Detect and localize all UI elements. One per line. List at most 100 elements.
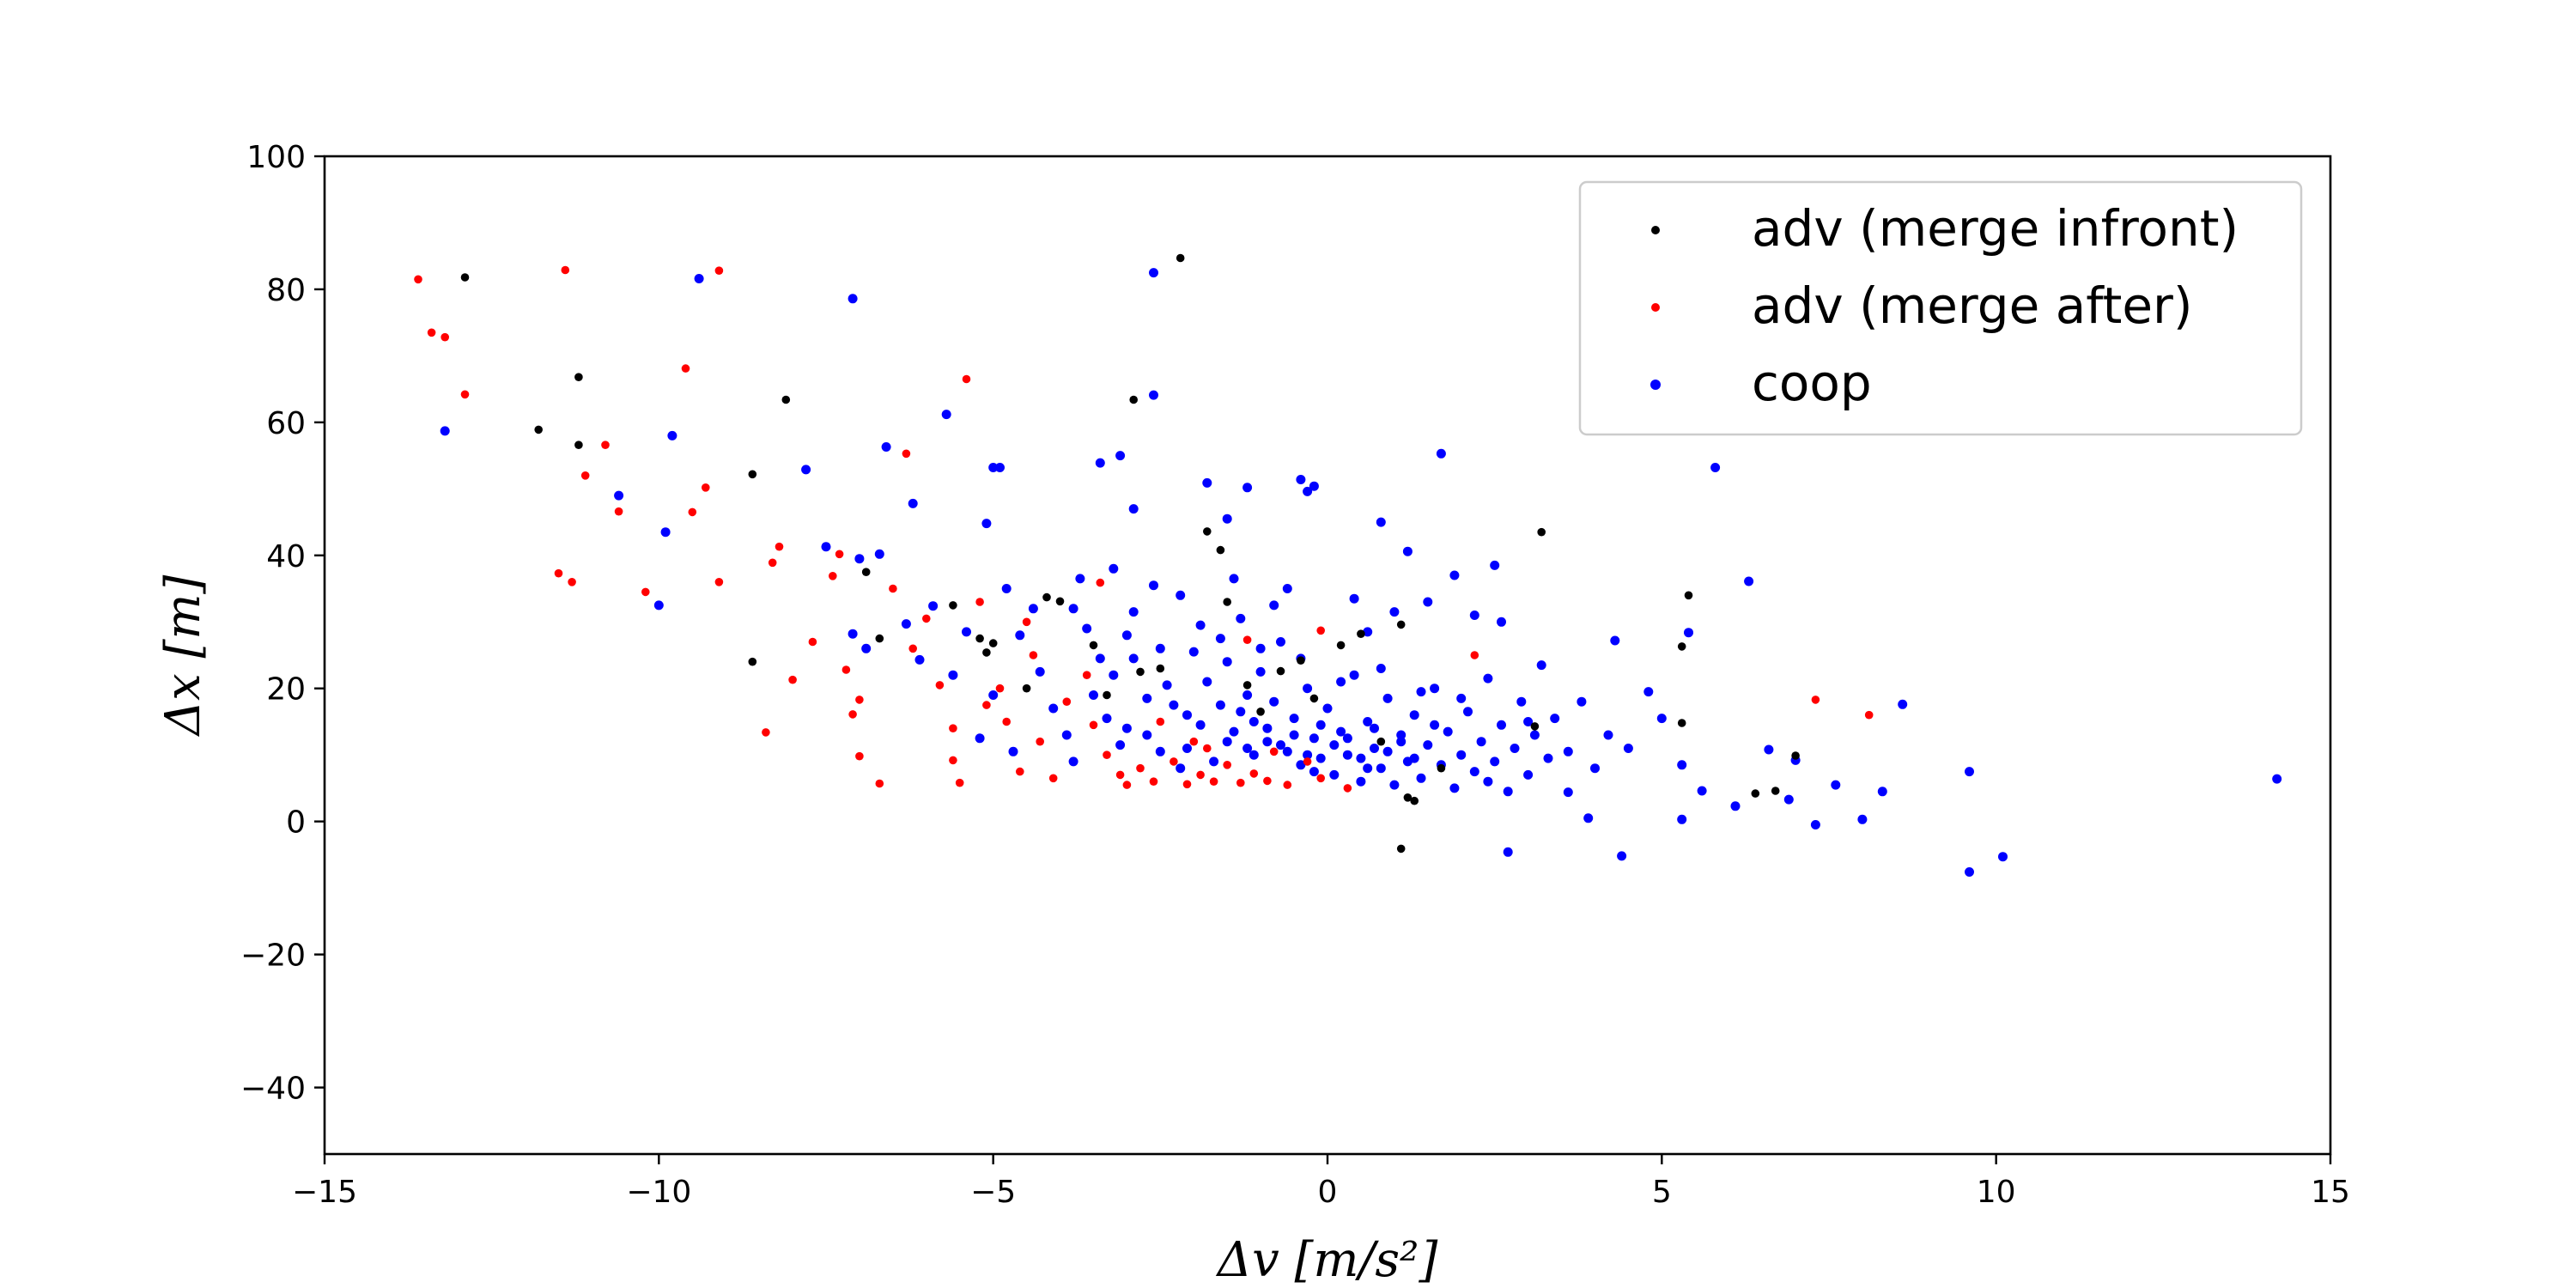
data-point [1042, 592, 1051, 602]
y-tick-label: −40 [240, 1072, 306, 1107]
data-point [660, 527, 671, 538]
data-point [1623, 744, 1633, 753]
data-point [1162, 680, 1172, 690]
data-point [1222, 513, 1232, 524]
data-point [1229, 726, 1239, 737]
data-point [874, 549, 884, 559]
data-point [1610, 635, 1620, 646]
data-point [1490, 560, 1500, 570]
data-point [1269, 696, 1279, 707]
data-point [835, 550, 844, 559]
data-point [1035, 666, 1045, 677]
data-point [1289, 714, 1299, 724]
x-axis-label: Δv [m/s²] [1216, 1232, 1438, 1288]
data-point [1188, 647, 1199, 657]
data-point [1443, 726, 1453, 737]
data-point [714, 578, 724, 586]
data-point [854, 554, 865, 564]
data-point [1583, 813, 1594, 823]
data-point [1376, 664, 1386, 673]
data-point [1209, 756, 1219, 767]
data-point [1202, 677, 1212, 687]
data-point [1008, 746, 1018, 756]
data-point [1430, 720, 1440, 730]
data-point [1129, 395, 1138, 404]
data-point [955, 778, 964, 787]
data-point [1436, 448, 1446, 459]
data-point [941, 410, 951, 420]
data-point [948, 670, 958, 680]
data-point [1048, 774, 1058, 783]
data-point [1096, 578, 1105, 587]
data-point [1316, 774, 1325, 783]
data-point [1002, 717, 1011, 726]
data-point [1189, 737, 1199, 746]
data-point [1303, 486, 1313, 496]
data-point [1315, 753, 1326, 763]
data-point [1082, 623, 1092, 634]
data-point [908, 498, 918, 508]
data-point [1269, 747, 1279, 756]
data-point [829, 572, 837, 580]
data-point [1510, 744, 1520, 753]
data-point [1497, 617, 1506, 627]
data-point [1430, 683, 1440, 694]
data-point [1503, 787, 1513, 797]
data-point [1998, 852, 2008, 862]
data-point [1416, 687, 1426, 697]
data-point [1303, 757, 1312, 766]
data-point [1356, 753, 1366, 763]
y-tick-label: 40 [266, 539, 306, 574]
data-point [995, 683, 1005, 693]
data-point [975, 634, 984, 643]
data-point [1176, 763, 1186, 774]
data-point [1376, 517, 1386, 527]
data-point [1121, 630, 1132, 641]
data-point [1256, 708, 1265, 716]
data-point [1036, 737, 1044, 746]
data-point [914, 654, 925, 665]
data-point [1771, 787, 1780, 795]
data-point [1109, 670, 1119, 680]
data-point [1223, 598, 1231, 606]
data-point [1811, 696, 1820, 704]
data-point [1563, 746, 1573, 756]
data-point [922, 614, 931, 623]
data-point [1396, 844, 1406, 854]
data-point [748, 657, 757, 666]
data-point [808, 637, 817, 647]
x-tick-label: 0 [1318, 1175, 1338, 1210]
data-point [1483, 673, 1493, 683]
data-point [1149, 268, 1158, 278]
x-tick-label: 5 [1652, 1175, 1672, 1210]
data-point [1229, 574, 1239, 584]
data-point [1169, 700, 1179, 710]
y-tick-label: 20 [266, 672, 306, 708]
data-point [949, 756, 957, 765]
data-point [1309, 767, 1319, 777]
data-point [1276, 666, 1285, 676]
data-point [1409, 710, 1419, 720]
data-point [1590, 763, 1600, 774]
x-tick-label: −10 [626, 1175, 691, 1210]
data-point [1109, 563, 1119, 574]
data-point [1128, 607, 1139, 617]
data-point [1402, 546, 1413, 556]
data-point [861, 643, 872, 653]
data-point [1470, 651, 1479, 659]
data-point [1095, 458, 1105, 468]
data-point [1744, 576, 1754, 586]
data-point [1062, 697, 1072, 706]
legend-marker-coop [1650, 380, 1661, 390]
data-point [1182, 710, 1192, 720]
data-point [1410, 796, 1419, 805]
data-point [1456, 693, 1467, 703]
data-point [1463, 707, 1473, 717]
data-point [1550, 714, 1560, 724]
x-tick-label: −5 [970, 1175, 1016, 1210]
data-point [1389, 780, 1400, 790]
data-point [1764, 744, 1774, 755]
data-point [1283, 781, 1292, 789]
data-point [1128, 504, 1139, 514]
